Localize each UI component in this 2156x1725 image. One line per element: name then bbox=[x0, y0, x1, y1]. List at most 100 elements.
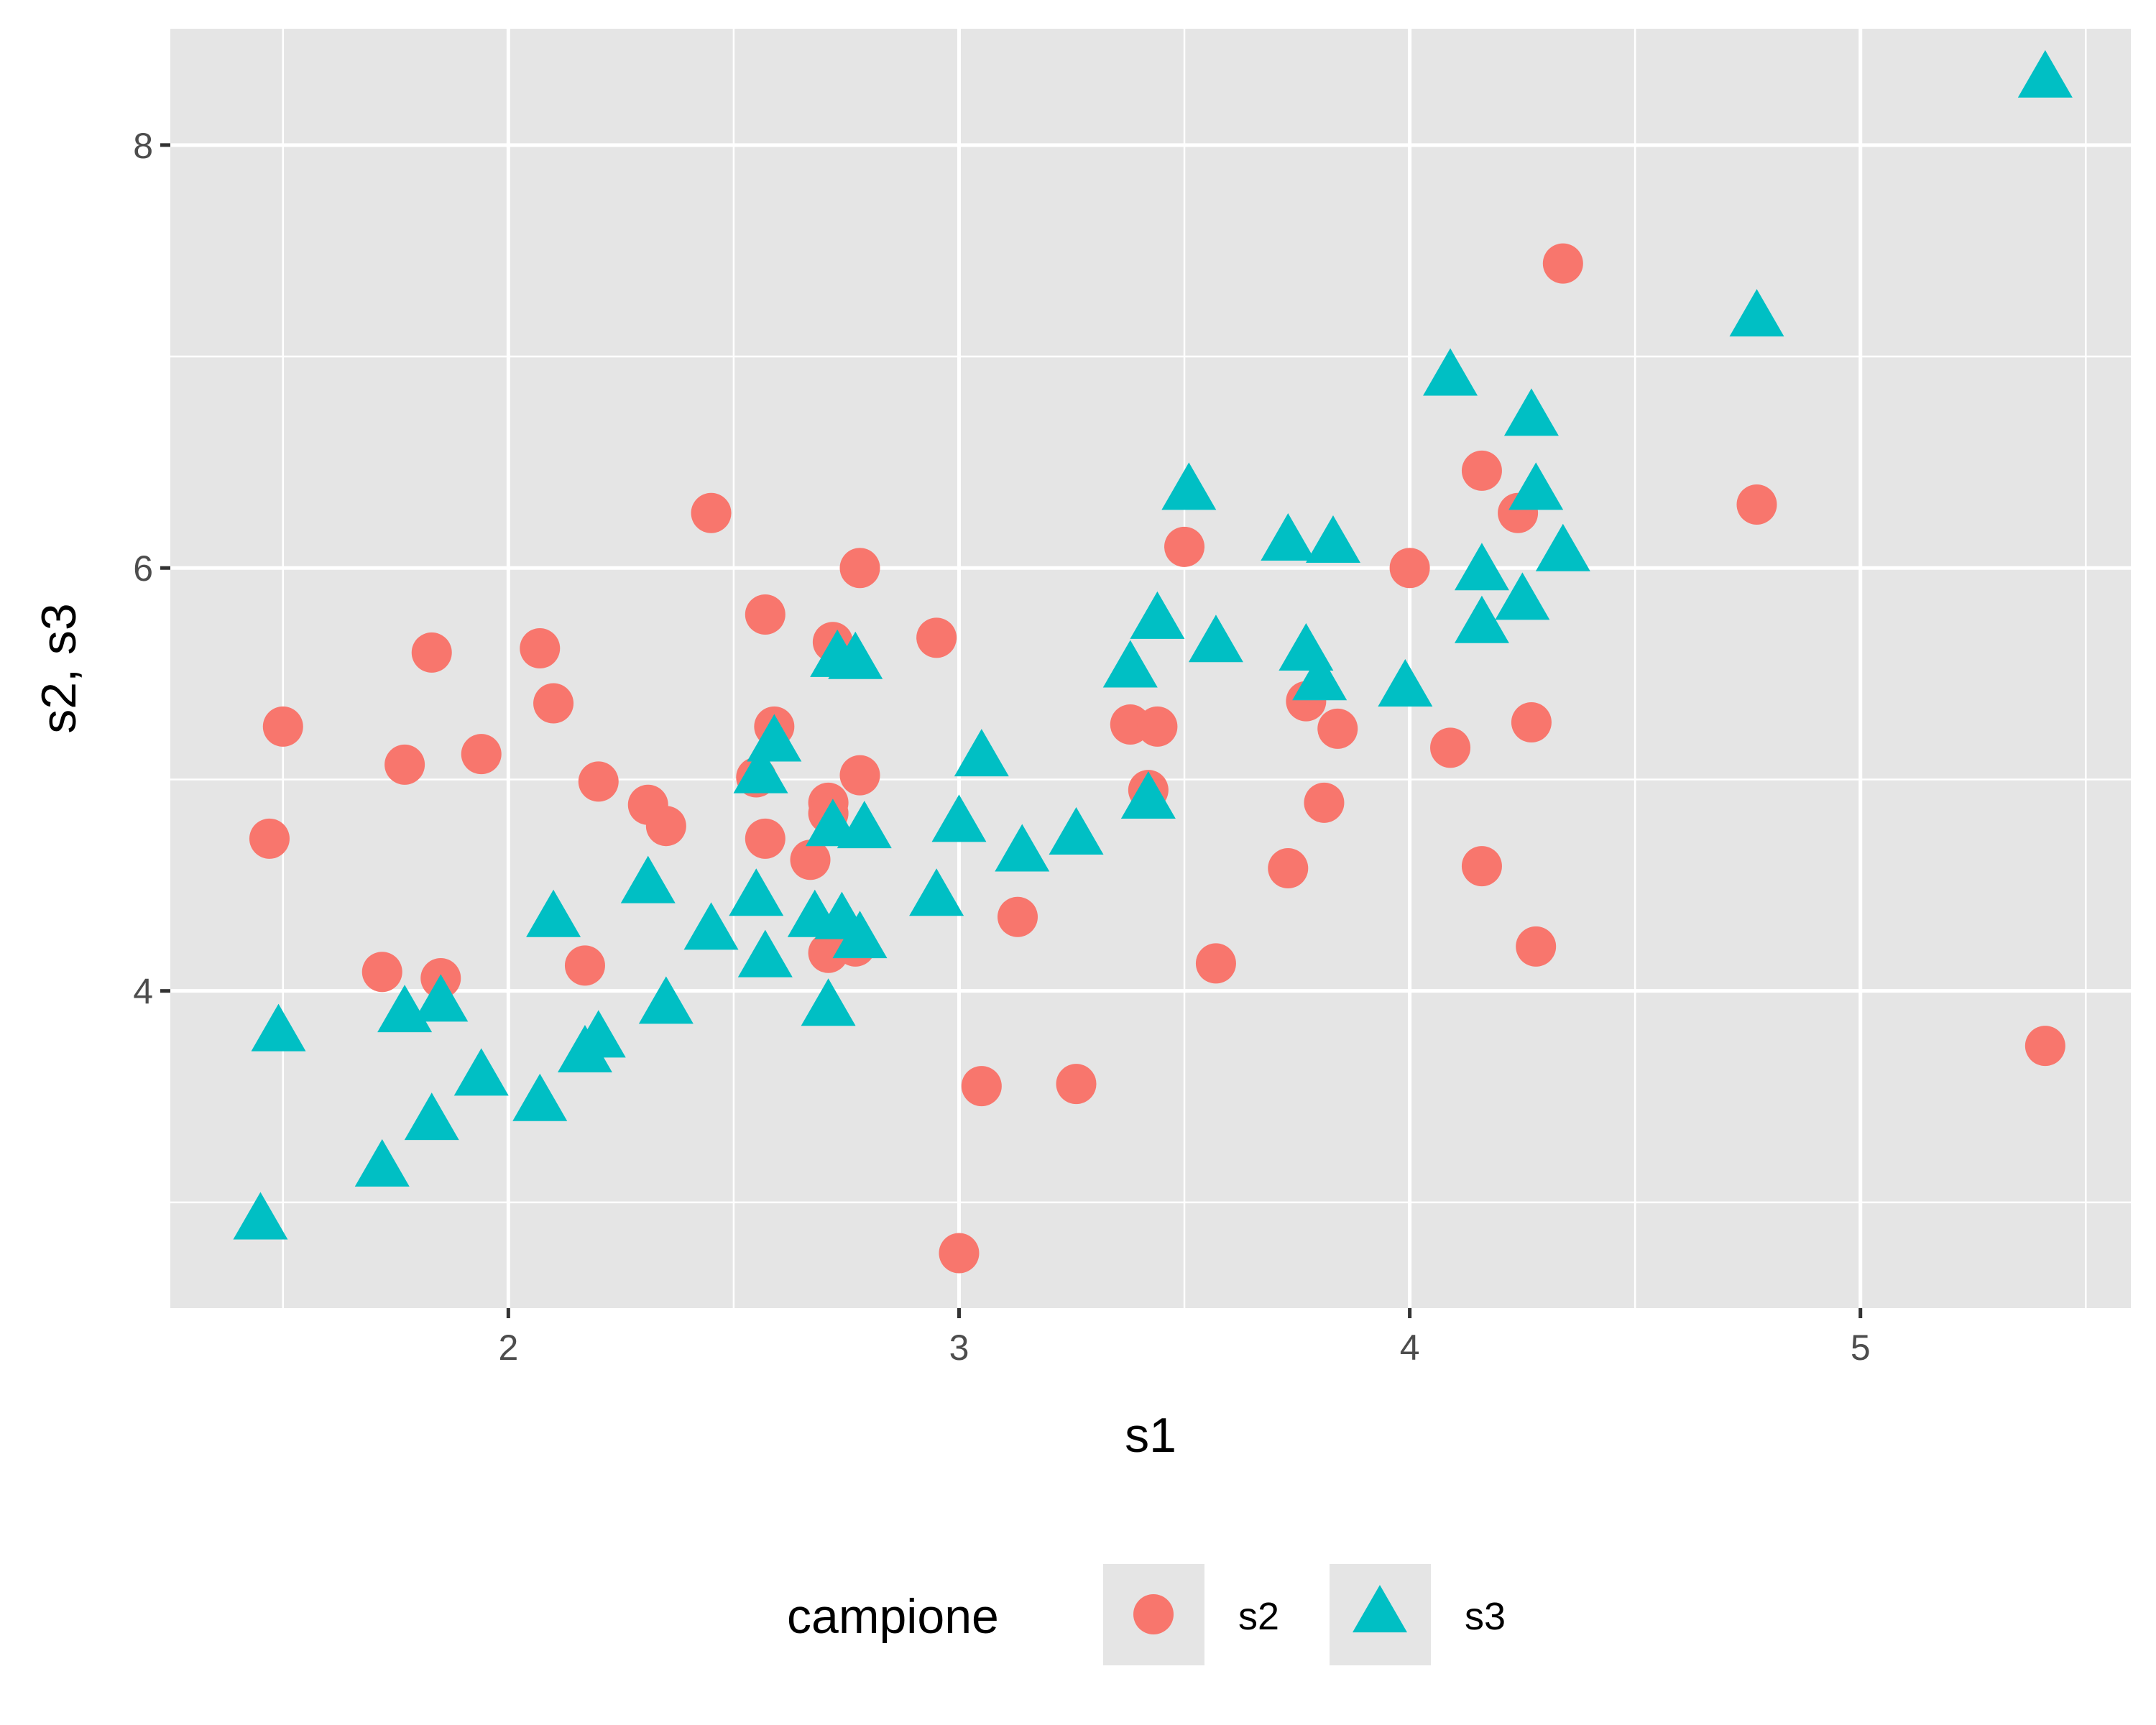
data-point-s3 bbox=[1503, 388, 1559, 436]
data-point-s3 bbox=[801, 978, 856, 1026]
x-tick-label: 5 bbox=[1851, 1328, 1871, 1368]
data-point-s2 bbox=[1164, 526, 1205, 567]
x-tick-label: 3 bbox=[949, 1328, 969, 1368]
data-point-s3 bbox=[1535, 523, 1590, 571]
legend-title: campione bbox=[787, 1589, 999, 1644]
data-point-s3 bbox=[1049, 806, 1104, 855]
data-point-s2 bbox=[1268, 848, 1309, 889]
data-point-s3 bbox=[1423, 348, 1478, 396]
data-point-s2 bbox=[2024, 1026, 2065, 1067]
legend-key-s3 bbox=[1353, 1585, 1407, 1633]
legend-triangle-icon bbox=[1353, 1585, 1407, 1633]
data-point-s3 bbox=[620, 855, 676, 903]
data-point-s2 bbox=[790, 840, 831, 880]
data-point-s3 bbox=[995, 824, 1050, 872]
data-point-s2 bbox=[1511, 702, 1552, 743]
data-point-s3 bbox=[1292, 653, 1348, 701]
data-point-s3 bbox=[733, 745, 788, 794]
data-point-s3 bbox=[1508, 462, 1564, 510]
data-point-s3 bbox=[1454, 543, 1509, 591]
data-point-s2 bbox=[1317, 708, 1358, 749]
data-point-s3 bbox=[1130, 591, 1185, 639]
data-point-s3 bbox=[404, 1092, 459, 1141]
data-point-s2 bbox=[520, 628, 561, 669]
x-tick-label: 2 bbox=[498, 1328, 518, 1368]
data-point-s3 bbox=[571, 1010, 626, 1058]
y-axis-title: s2, s3 bbox=[32, 603, 86, 733]
legend-label-s2: s2 bbox=[1238, 1595, 1279, 1638]
data-point-s3 bbox=[413, 974, 469, 1022]
data-point-s2 bbox=[1056, 1064, 1097, 1105]
data-point-s3 bbox=[832, 911, 888, 959]
data-point-s3 bbox=[2017, 50, 2073, 98]
data-point-s2 bbox=[745, 594, 786, 635]
data-point-s2 bbox=[961, 1066, 1002, 1107]
data-point-s2 bbox=[1736, 484, 1777, 525]
y-tick-label: 8 bbox=[133, 126, 153, 166]
data-point-s2 bbox=[1461, 846, 1502, 887]
axes: 2 3 4 5 4 6 8 bbox=[133, 126, 1870, 1368]
data-point-s2 bbox=[384, 744, 425, 785]
data-point-s2 bbox=[1304, 782, 1345, 823]
data-point-s2 bbox=[691, 492, 732, 533]
data-point-s2 bbox=[1430, 727, 1471, 768]
data-point-s2 bbox=[645, 806, 686, 847]
data-point-s2 bbox=[1461, 450, 1502, 491]
plot-panel bbox=[170, 29, 2131, 1308]
data-point-s3 bbox=[1305, 515, 1360, 563]
data-point-s2 bbox=[1195, 943, 1236, 984]
data-point-s3 bbox=[837, 801, 892, 849]
data-point-s3 bbox=[1120, 770, 1176, 819]
data-point-s3 bbox=[737, 929, 793, 978]
data-point-s3 bbox=[1188, 615, 1243, 663]
data-point-s2 bbox=[1516, 926, 1557, 967]
data-point-s3 bbox=[233, 1192, 288, 1240]
data-points bbox=[233, 50, 2073, 1274]
legend-key-s2 bbox=[1133, 1594, 1174, 1634]
data-point-s2 bbox=[361, 952, 402, 993]
data-point-s3 bbox=[729, 868, 784, 916]
data-point-s3 bbox=[1378, 659, 1433, 707]
data-point-s2 bbox=[578, 761, 619, 802]
data-point-s3 bbox=[954, 729, 1009, 777]
data-point-s2 bbox=[839, 755, 880, 796]
data-point-s3 bbox=[638, 976, 694, 1024]
legend-circle-icon bbox=[1133, 1594, 1174, 1634]
data-point-s3 bbox=[251, 1003, 306, 1052]
data-point-s3 bbox=[526, 889, 581, 937]
grid-major bbox=[170, 29, 2131, 1308]
data-point-s3 bbox=[1454, 595, 1509, 643]
data-point-s3 bbox=[1102, 640, 1158, 688]
data-point-s3 bbox=[909, 868, 964, 916]
data-point-s3 bbox=[453, 1048, 509, 1096]
data-point-s2 bbox=[411, 632, 452, 673]
data-point-s3 bbox=[683, 902, 739, 950]
data-point-s2 bbox=[1137, 706, 1178, 747]
data-point-s3 bbox=[1729, 289, 1784, 337]
data-point-s3 bbox=[1161, 462, 1217, 510]
data-point-s3 bbox=[354, 1138, 410, 1187]
data-point-s3 bbox=[931, 794, 987, 842]
data-point-s3 bbox=[828, 631, 883, 679]
data-point-s2 bbox=[461, 734, 502, 775]
y-tick-label: 4 bbox=[133, 972, 153, 1012]
data-point-s2 bbox=[262, 706, 303, 747]
x-axis-title: s1 bbox=[1125, 1408, 1176, 1463]
data-point-s3 bbox=[512, 1073, 568, 1121]
data-point-s3 bbox=[1261, 513, 1316, 561]
data-point-s3 bbox=[747, 714, 802, 762]
x-tick-label: 4 bbox=[1400, 1328, 1420, 1368]
data-point-s2 bbox=[533, 683, 574, 724]
data-point-s2 bbox=[839, 548, 880, 589]
data-point-s2 bbox=[564, 945, 605, 986]
data-point-s2 bbox=[916, 617, 957, 658]
data-point-s2 bbox=[745, 818, 786, 859]
legend: campione s2 s3 bbox=[787, 1564, 1506, 1665]
y-tick-label: 6 bbox=[133, 548, 153, 589]
legend-label-s3: s3 bbox=[1465, 1595, 1506, 1638]
data-point-s2 bbox=[939, 1233, 980, 1274]
data-point-s2 bbox=[1542, 243, 1583, 284]
data-point-s2 bbox=[249, 818, 290, 859]
data-point-s3 bbox=[1495, 572, 1550, 620]
